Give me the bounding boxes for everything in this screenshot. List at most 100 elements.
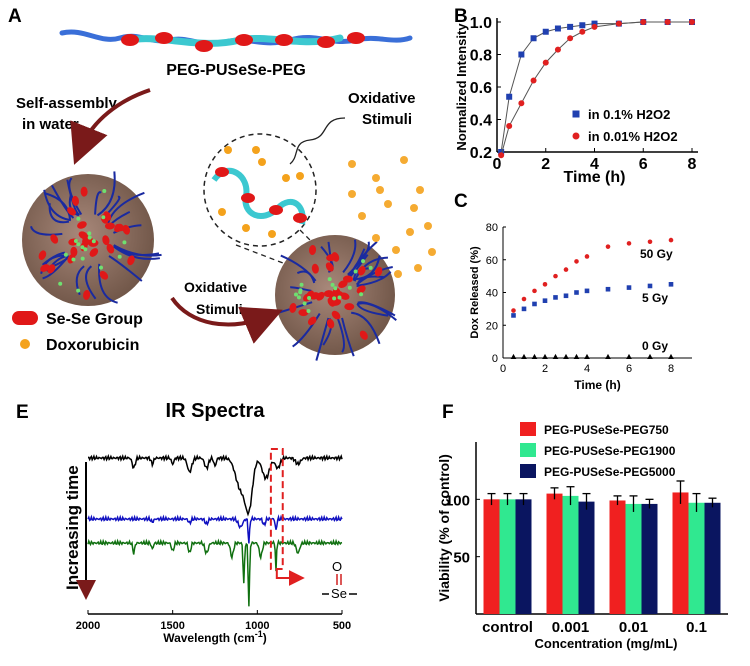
c-data-point [647, 283, 653, 289]
c-data-point [584, 254, 590, 259]
micelle-dox [306, 309, 311, 314]
c-data-point [511, 313, 516, 318]
micelle-chain [85, 265, 97, 300]
b-data-point [498, 152, 505, 159]
f-bar [609, 500, 626, 614]
c-data-point [605, 244, 611, 249]
micelle-chain [290, 286, 312, 292]
c-data-point [531, 353, 538, 359]
micelle-se-group [40, 264, 50, 272]
micelle-se-group [67, 207, 76, 216]
b-data-point [554, 25, 561, 32]
c-x-tick-label: 4 [584, 363, 590, 375]
b-data-point [542, 28, 549, 35]
micelle-se-group [103, 211, 112, 221]
micelle-left [22, 171, 162, 306]
micelle-se-group [325, 262, 334, 272]
b-x-tick-label: 2 [541, 156, 550, 173]
micelle-dox [91, 239, 96, 244]
e-x-tick-label: 500 [333, 620, 351, 632]
c-data-point [605, 286, 611, 292]
micelle-chain [113, 244, 162, 257]
micelle-dox [99, 265, 104, 270]
se-se-legend-label: Se-Se Group [46, 311, 143, 328]
polymer-chain-illustration [59, 29, 413, 52]
micelle-chain [296, 270, 316, 284]
micelle-se-group [83, 289, 91, 300]
micelle-chain [353, 256, 388, 282]
released-dox [416, 186, 424, 194]
se-label: Se [331, 586, 347, 601]
f-bar [641, 503, 658, 614]
c-data-point [626, 241, 632, 246]
micelle-dox [87, 235, 92, 240]
f-legend-label: PEG-PUSeSe-PEG1900 [544, 444, 676, 458]
micelle-dox [63, 252, 68, 257]
b-data-point [542, 59, 549, 66]
micelle-dox [359, 292, 364, 297]
micelle-se-group [38, 250, 47, 260]
micelle-chain [357, 301, 396, 317]
micelle-dox [302, 301, 307, 306]
c-y-tick-label: 80 [486, 222, 498, 234]
micelle-se-group [99, 270, 109, 280]
micelle-chain [112, 245, 161, 260]
c-data-point [542, 282, 548, 287]
c-x-tick-label: 8 [668, 363, 674, 375]
micelle-dox [102, 188, 107, 193]
b-y-tick-label: 0.8 [470, 48, 492, 65]
micelle-se-group [71, 195, 79, 206]
panel-letter-c: C [454, 191, 468, 212]
se-o-arrow [275, 570, 305, 586]
micelle-chain [108, 255, 143, 282]
micelle-dox [80, 256, 85, 261]
b-y-tick-label: 0.6 [470, 80, 492, 97]
b-data-point [554, 46, 561, 53]
f-category-label: control [482, 619, 533, 636]
b-y-tick-label: 1.0 [470, 15, 492, 32]
dox-legend-swatch [20, 339, 30, 349]
se-group-marker [155, 32, 173, 44]
released-dox [376, 186, 384, 194]
micelle-se-group [311, 263, 319, 274]
f-y-label: Viability (% of control) [436, 454, 452, 602]
stimuli-squiggle [289, 117, 346, 165]
b-data-point [591, 20, 598, 27]
micelle-dox [71, 257, 76, 262]
b-data-point [579, 22, 586, 29]
micelle-dox [368, 265, 373, 270]
b-data-point [579, 28, 586, 35]
micelle-chain [42, 256, 69, 280]
self-assembly-label-2: in water [22, 116, 79, 133]
released-dox [414, 264, 422, 272]
micelle-dox [299, 282, 304, 287]
c-series-label: 0 Gy [642, 339, 668, 353]
micelle-chain [357, 270, 392, 287]
micelle-se-group [77, 221, 87, 229]
panel-letter-b: B [454, 6, 468, 27]
oxidative-arrow [170, 296, 283, 344]
dox-legend-label: Doxorubicin [46, 337, 139, 354]
bubble-dox [258, 158, 266, 166]
c-y-tick-label: 20 [486, 320, 498, 332]
micelle-chain [341, 317, 355, 357]
f-bar [546, 493, 563, 614]
panel-letter-e: E [16, 402, 29, 423]
micelle-chain [337, 318, 346, 353]
c-data-point [668, 237, 674, 243]
bubble-se-group [241, 193, 255, 203]
c-data-point [584, 353, 590, 359]
micelle-right [274, 235, 397, 361]
b-data-point [506, 123, 513, 129]
f-bar [562, 495, 579, 614]
c-data-point [626, 353, 632, 359]
micelle-se-group [104, 222, 115, 230]
micelle-dox [73, 238, 78, 243]
chart-e: 2000 1500 1000 500 Wavelength (cm-1) [76, 448, 351, 645]
micelle-dox [353, 269, 358, 274]
c-data-point [521, 353, 527, 359]
b-data-point [498, 149, 505, 155]
f-category-label: 0.1 [686, 619, 707, 636]
